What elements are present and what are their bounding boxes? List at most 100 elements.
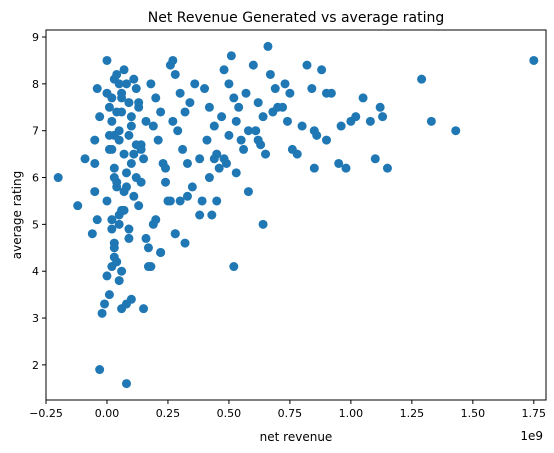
data-point bbox=[170, 69, 180, 79]
data-point bbox=[134, 98, 144, 108]
data-point bbox=[417, 74, 427, 84]
x-tick-label: 0.50 bbox=[217, 407, 242, 420]
data-point bbox=[365, 116, 375, 126]
data-point bbox=[529, 55, 539, 65]
data-point bbox=[151, 93, 161, 103]
data-point bbox=[117, 266, 127, 276]
data-point bbox=[146, 79, 156, 89]
y-tick-label: 5 bbox=[32, 218, 39, 231]
data-point bbox=[200, 84, 210, 94]
data-point bbox=[109, 173, 119, 183]
data-point bbox=[107, 224, 117, 234]
data-point bbox=[161, 177, 171, 187]
data-point bbox=[219, 65, 229, 75]
data-point bbox=[129, 149, 139, 159]
data-point bbox=[90, 135, 100, 145]
data-point bbox=[173, 126, 183, 136]
data-point bbox=[95, 365, 105, 375]
data-point bbox=[253, 135, 263, 145]
data-point bbox=[141, 233, 151, 243]
data-point bbox=[180, 238, 190, 248]
data-point bbox=[156, 107, 166, 117]
data-point bbox=[243, 126, 253, 136]
data-point bbox=[197, 196, 207, 206]
data-point bbox=[102, 88, 112, 98]
data-point bbox=[309, 163, 319, 173]
x-tick-label: 1.75 bbox=[522, 407, 547, 420]
data-point bbox=[382, 163, 392, 173]
data-point bbox=[107, 215, 117, 225]
data-point bbox=[182, 191, 192, 201]
data-point bbox=[161, 163, 171, 173]
data-point bbox=[307, 84, 317, 94]
data-point bbox=[182, 158, 192, 168]
data-point bbox=[136, 177, 146, 187]
data-point bbox=[102, 271, 112, 281]
data-point bbox=[187, 182, 197, 192]
data-point bbox=[109, 74, 119, 84]
data-point bbox=[104, 102, 114, 112]
x-tick-label: 0.25 bbox=[156, 407, 181, 420]
data-point bbox=[124, 130, 134, 140]
data-point bbox=[175, 88, 185, 98]
data-point bbox=[156, 247, 166, 257]
data-point bbox=[175, 196, 185, 206]
data-point bbox=[168, 55, 178, 65]
data-point bbox=[378, 112, 388, 122]
data-point bbox=[341, 163, 351, 173]
data-point bbox=[451, 126, 461, 136]
x-axis-scale-label: 1e9 bbox=[520, 429, 543, 443]
x-tick-label: 1.00 bbox=[339, 407, 364, 420]
data-point bbox=[224, 79, 234, 89]
data-point bbox=[121, 379, 131, 389]
data-point bbox=[148, 219, 158, 229]
data-point bbox=[261, 149, 271, 159]
data-point bbox=[124, 98, 134, 108]
data-point bbox=[102, 55, 112, 65]
y-tick-label: 2 bbox=[32, 359, 39, 372]
data-point bbox=[87, 229, 97, 239]
data-point bbox=[53, 173, 63, 183]
data-point bbox=[126, 121, 136, 131]
data-point bbox=[270, 84, 280, 94]
x-tick-label: 1.50 bbox=[461, 407, 486, 420]
data-point bbox=[124, 224, 134, 234]
data-point bbox=[100, 299, 110, 309]
data-point bbox=[126, 158, 136, 168]
data-point bbox=[178, 144, 188, 154]
data-point bbox=[112, 257, 122, 267]
data-point bbox=[131, 84, 141, 94]
data-point bbox=[129, 74, 139, 84]
data-point bbox=[104, 130, 114, 140]
data-point bbox=[217, 112, 227, 122]
data-point bbox=[102, 196, 112, 206]
y-tick-label: 9 bbox=[32, 31, 39, 44]
data-point bbox=[121, 299, 131, 309]
data-point bbox=[80, 154, 90, 164]
x-tick-label: 0.75 bbox=[278, 407, 303, 420]
data-point bbox=[212, 196, 222, 206]
data-point bbox=[209, 121, 219, 131]
x-axis-label: net revenue bbox=[260, 430, 333, 444]
data-point bbox=[119, 65, 129, 75]
data-point bbox=[248, 60, 258, 70]
data-point bbox=[185, 98, 195, 108]
data-point bbox=[190, 79, 200, 89]
y-tick-label: 6 bbox=[32, 172, 39, 185]
x-tick-label: 0.00 bbox=[95, 407, 120, 420]
data-point bbox=[114, 135, 124, 145]
data-point bbox=[207, 210, 217, 220]
data-point bbox=[114, 219, 124, 229]
x-tick-label: −0.25 bbox=[29, 407, 63, 420]
data-point bbox=[202, 135, 212, 145]
data-point bbox=[263, 41, 273, 51]
data-point bbox=[243, 187, 253, 197]
data-point bbox=[180, 107, 190, 117]
data-point bbox=[168, 116, 178, 126]
data-point bbox=[326, 88, 336, 98]
data-point bbox=[231, 168, 241, 178]
data-point bbox=[170, 229, 180, 239]
data-point bbox=[114, 276, 124, 286]
data-point bbox=[119, 205, 129, 215]
data-point bbox=[153, 135, 163, 145]
